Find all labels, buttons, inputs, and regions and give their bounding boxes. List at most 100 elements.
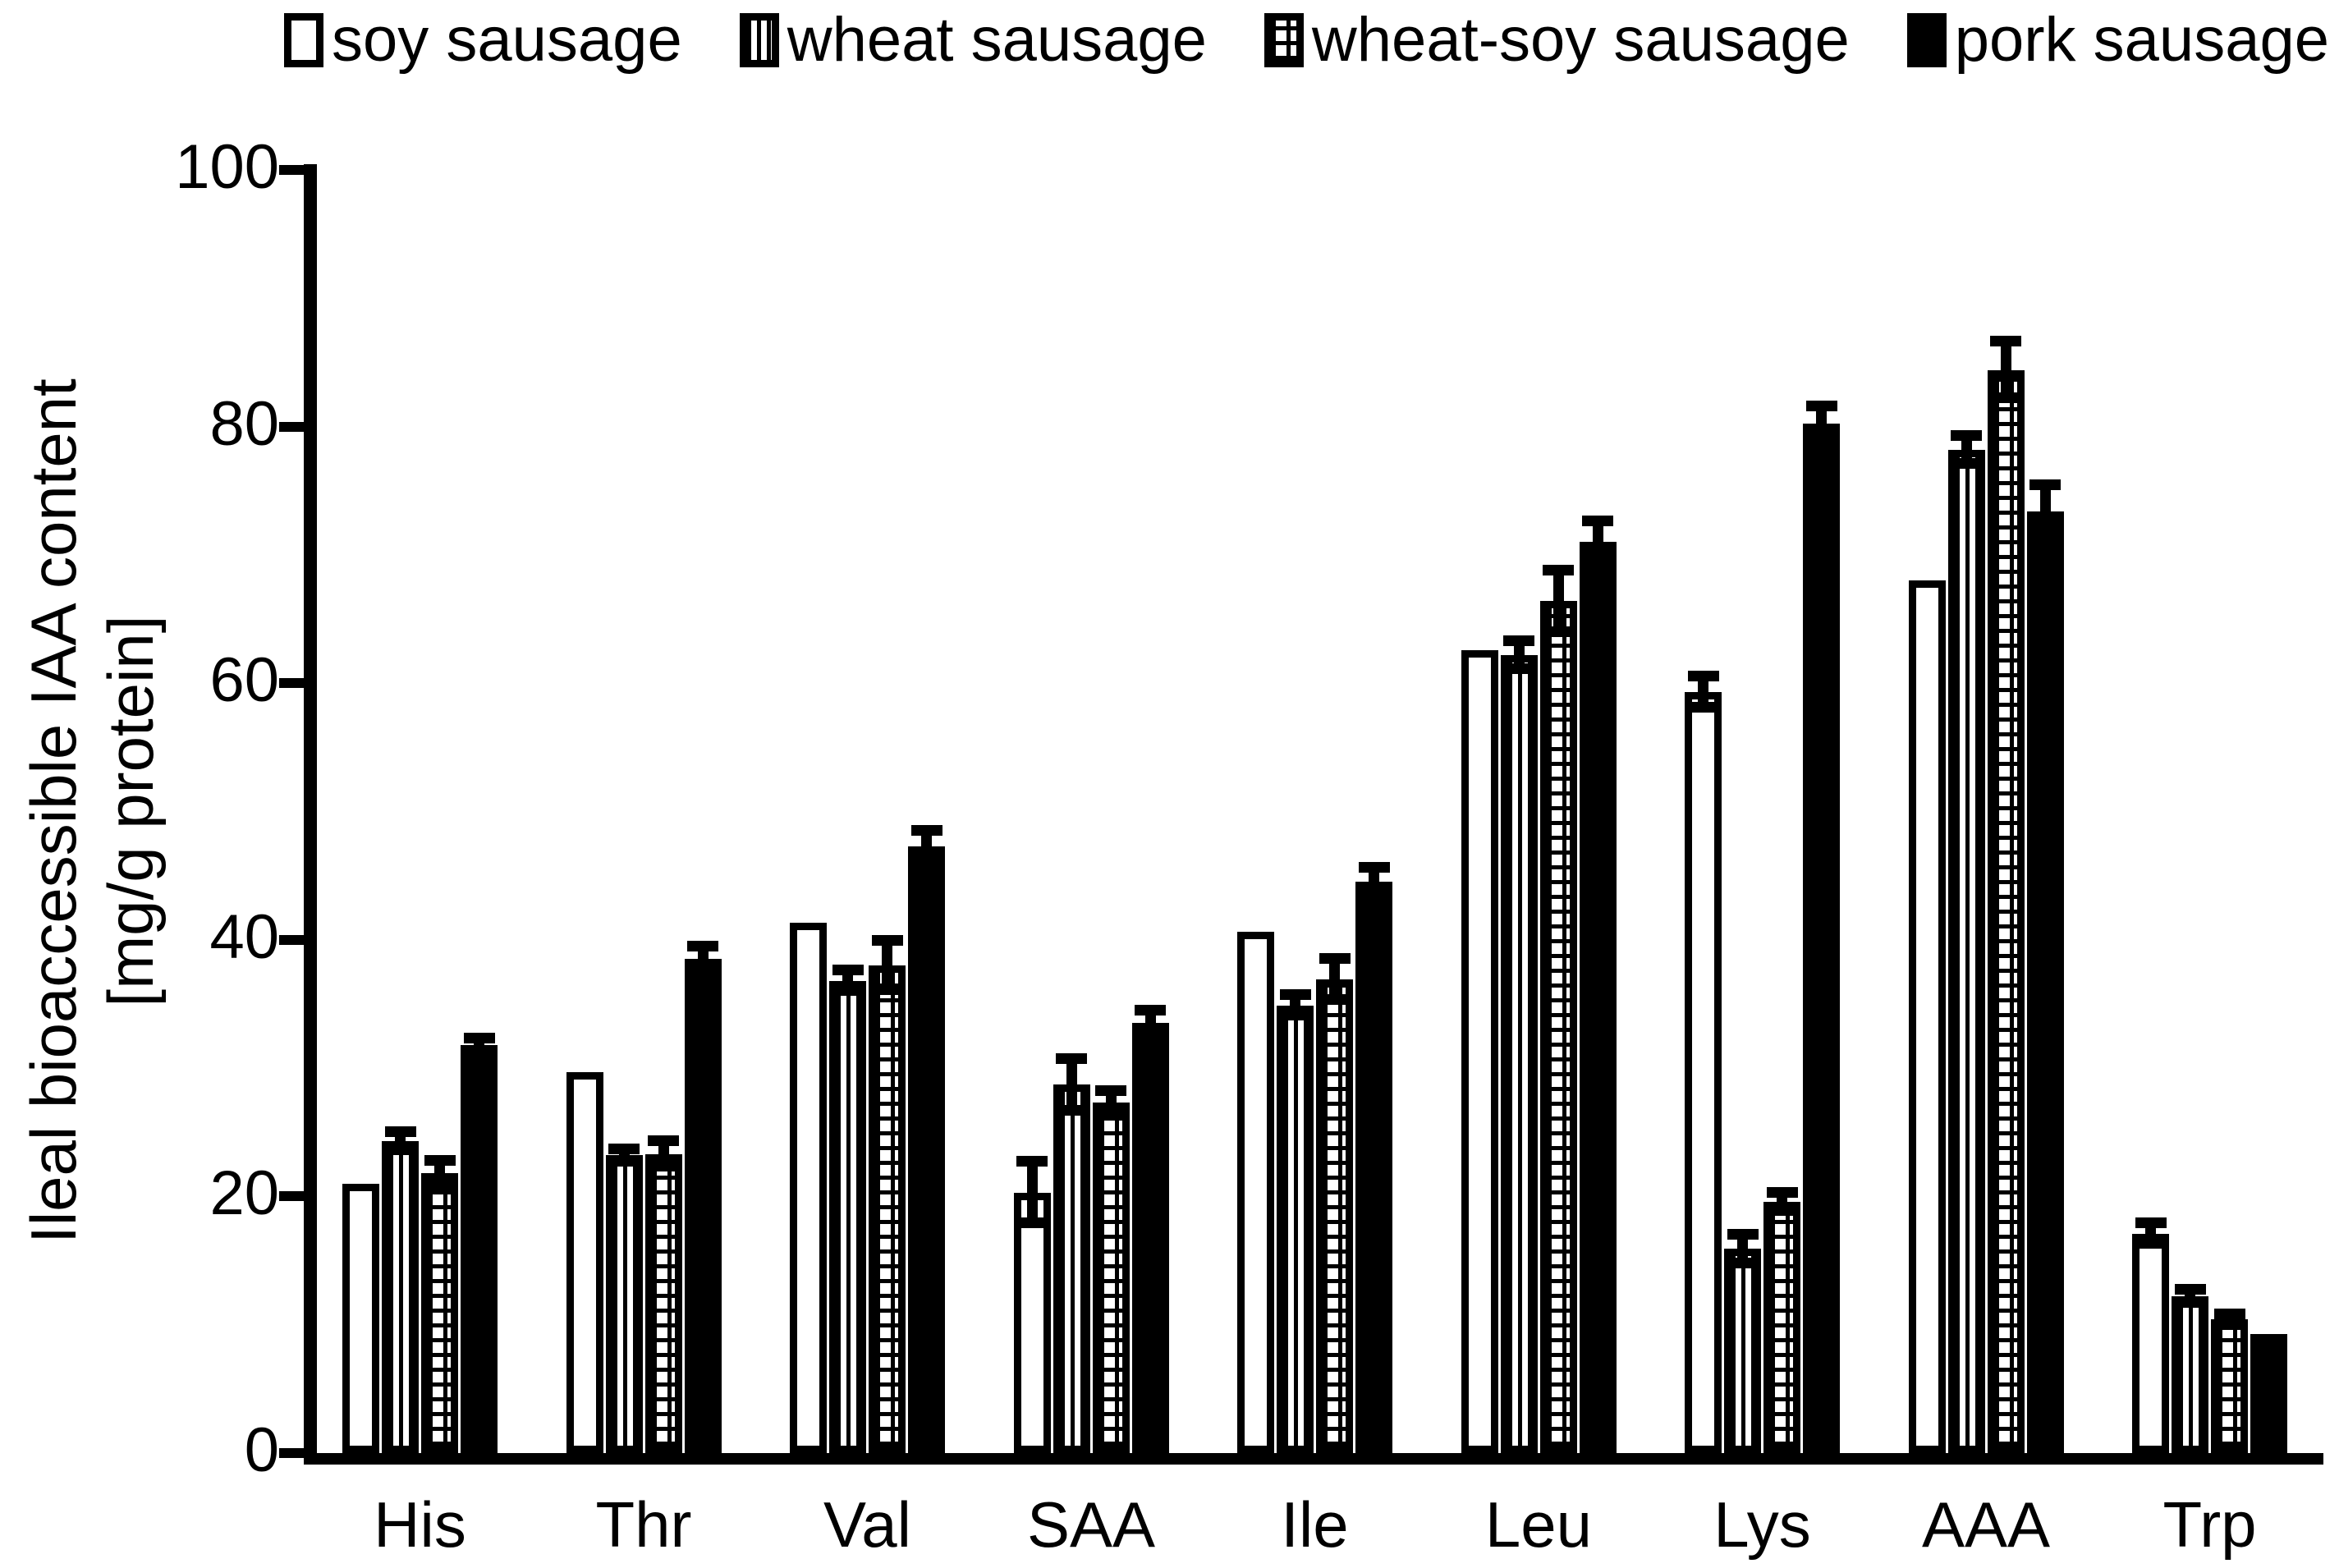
bar-Val-plain	[790, 923, 827, 1453]
legend-label: wheat sausage	[787, 5, 1207, 75]
bar-AAA-solid	[2026, 511, 2064, 1453]
error-bar-stem-Leu-grid	[1552, 571, 1564, 632]
error-bar-cap-bottom-Trp-grid	[2213, 1319, 2245, 1330]
error-bar-cap-bottom-Thr-grid	[648, 1161, 679, 1171]
y-axis-title: Ileal bioaccessible IAA content [mg/g pr…	[15, 378, 169, 1244]
bar-Leu-solid	[1579, 542, 1617, 1453]
y-axis-title-line2: [mg/g protein]	[94, 615, 167, 1007]
y-axis-tick-label-40: 40	[209, 901, 279, 972]
error-bar-cap-top-Trp-vertical-stripes	[2174, 1284, 2206, 1295]
error-bar-cap-bottom-Ile-grid	[1319, 994, 1351, 1005]
bar-group-SAA	[1013, 164, 1169, 1453]
error-bar-cap-top-Val-grid	[871, 935, 903, 946]
error-bar-cap-top-Thr-vertical-stripes	[608, 1144, 640, 1154]
error-bar-cap-bottom-His-grid	[424, 1181, 456, 1191]
x-axis-label-SAA: SAA	[1026, 1488, 1156, 1561]
error-bar-cap-top-Ile-grid	[1319, 953, 1351, 964]
bar-His-plain	[342, 1184, 379, 1453]
x-axis-label-Leu: Leu	[1484, 1488, 1593, 1561]
bar-group-Leu	[1461, 164, 1617, 1453]
error-bar-cap-top-Lys-plain	[1687, 671, 1719, 681]
bar-His-grid	[421, 1173, 458, 1453]
bar-group-Ile	[1237, 164, 1392, 1453]
bar-Leu-plain	[1461, 650, 1498, 1453]
error-bar-stem-Leu-vertical-stripes	[1513, 641, 1525, 669]
legend-label: pork sausage	[1954, 5, 2329, 75]
bar-Thr-grid	[644, 1154, 682, 1453]
y-axis-tick-20	[279, 1191, 317, 1202]
error-bar-stem-Thr-grid	[658, 1141, 669, 1167]
error-bar-cap-top-SAA-vertical-stripes	[1056, 1053, 1087, 1064]
y-axis-tick-label-20: 20	[209, 1158, 279, 1229]
y-axis-tick-80	[279, 421, 317, 432]
bar-Ile-solid	[1355, 882, 1392, 1453]
error-bar-cap-bottom-Trp-plain	[2135, 1238, 2167, 1249]
error-bar-cap-top-Thr-grid	[648, 1135, 679, 1146]
error-bar-stem-AAA-grid	[2000, 342, 2011, 398]
bar-His-vertical-stripes	[382, 1141, 419, 1453]
bar-group-Thr	[566, 164, 722, 1453]
bar-AAA-grid	[1987, 370, 2025, 1453]
error-bar-cap-top-His-solid	[463, 1033, 495, 1043]
bar-His-solid	[461, 1045, 498, 1453]
error-bar-cap-top-Lys-vertical-stripes	[1727, 1229, 1759, 1240]
bar-SAA-vertical-stripes	[1053, 1084, 1090, 1453]
error-bar-cap-top-His-vertical-stripes	[384, 1126, 416, 1137]
error-bar-stem-SAA-plain	[1026, 1162, 1038, 1223]
y-axis-tick-label-60: 60	[209, 645, 279, 716]
bar-Thr-plain	[566, 1072, 603, 1453]
legend: soy sausage wheat sausage wheat-soy sausag…	[284, 3, 2329, 77]
bar-Lys-solid	[1803, 424, 1840, 1453]
error-bar-cap-bottom-Thr-vertical-stripes	[608, 1156, 640, 1167]
x-axis-label-Val: Val	[823, 1488, 911, 1561]
x-axis-label-Trp: Trp	[2162, 1488, 2257, 1561]
y-axis-tick-label-0: 0	[244, 1415, 279, 1486]
error-bar-cap-bottom-Ile-vertical-stripes	[1279, 1010, 1311, 1020]
bar-Thr-solid	[684, 959, 722, 1453]
error-bar-stem-Leu-solid	[1592, 521, 1603, 562]
error-bar-cap-top-Val-vertical-stripes	[832, 965, 864, 975]
bar-Ile-vertical-stripes	[1277, 1006, 1314, 1453]
error-bar-cap-bottom-Val-grid	[871, 984, 903, 995]
y-axis-tick-label-100: 100	[175, 132, 279, 203]
error-bar-stem-SAA-solid	[1144, 1011, 1156, 1036]
error-bar-cap-top-Thr-solid	[687, 941, 718, 951]
error-bar-cap-bottom-His-solid	[463, 1046, 495, 1057]
error-bar-cap-bottom-Leu-grid	[1543, 626, 1574, 637]
bar-group-Lys	[1685, 164, 1840, 1453]
bar-Val-grid	[869, 965, 906, 1453]
legend-label: soy sausage	[332, 5, 682, 75]
error-bar-cap-bottom-Lys-solid	[1805, 436, 1837, 447]
bar-Lys-plain	[1685, 692, 1722, 1453]
bar-AAA-vertical-stripes	[1947, 450, 1985, 1453]
bar-Trp-grid	[2211, 1319, 2248, 1453]
error-bar-cap-bottom-SAA-plain	[1016, 1217, 1048, 1228]
error-bar-cap-top-Leu-grid	[1543, 565, 1574, 575]
error-bar-cap-bottom-AAA-solid	[2029, 531, 2061, 542]
error-bar-cap-top-Trp-grid	[2213, 1309, 2245, 1319]
error-bar-stem-Lys-vertical-stripes	[1737, 1236, 1748, 1263]
bar-Leu-vertical-stripes	[1500, 655, 1538, 1453]
bar-Lys-vertical-stripes	[1724, 1249, 1761, 1453]
error-bar-cap-top-Val-solid	[910, 825, 942, 836]
bar-SAA-plain	[1013, 1193, 1051, 1453]
error-bar-cap-bottom-His-vertical-stripes	[384, 1144, 416, 1155]
error-bar-stem-Ile-solid	[1369, 869, 1379, 896]
error-bar-cap-bottom-SAA-solid	[1135, 1030, 1166, 1041]
error-bar-cap-top-AAA-grid	[1990, 336, 2021, 346]
error-bar-cap-top-His-grid	[424, 1155, 456, 1166]
bar-Val-solid	[908, 846, 945, 1453]
legend-item-wheat-soy-sausage: wheat-soy sausage	[1264, 3, 1850, 77]
plot-area	[279, 164, 2323, 1465]
error-bar-cap-bottom-AAA-grid	[1990, 392, 2021, 403]
error-bar-cap-bottom-Lys-grid	[1766, 1205, 1798, 1216]
x-axis-label-His: His	[374, 1488, 466, 1561]
error-bar-cap-top-Lys-solid	[1805, 401, 1837, 411]
error-bar-cap-top-Ile-vertical-stripes	[1279, 989, 1311, 1000]
y-axis-tick-0	[279, 1448, 317, 1458]
error-bar-cap-top-Lys-grid	[1766, 1187, 1798, 1198]
error-bar-stem-AAA-solid	[2039, 485, 2051, 537]
y-axis-tick-label-80: 80	[209, 388, 279, 459]
bar-SAA-grid	[1092, 1103, 1130, 1453]
